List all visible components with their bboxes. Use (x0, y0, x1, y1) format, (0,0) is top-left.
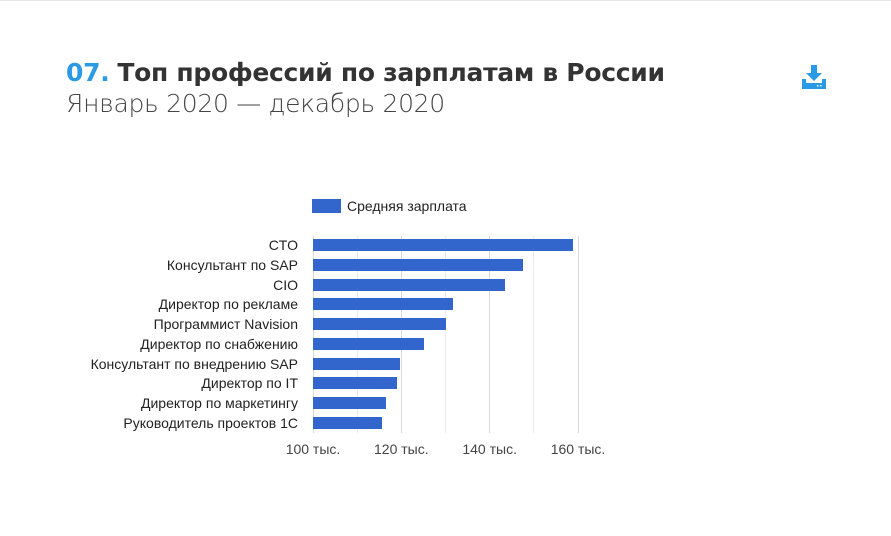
category-label: Консультант по SAP (166, 256, 298, 273)
chart-title-text: Топ профессий по зарплатам в России (117, 58, 665, 87)
bar[interactable] (313, 377, 397, 390)
category-label: CIO (273, 276, 298, 293)
x-tick-label: 100 тыс. (285, 441, 341, 457)
bar[interactable] (313, 416, 382, 429)
x-tick-label: 140 тыс. (462, 441, 517, 457)
category-label: Директор по маркетингу (140, 395, 298, 411)
x-tick-label: 120 тыс. (374, 441, 429, 457)
bar[interactable] (313, 258, 523, 271)
chart-number: 07. (66, 58, 110, 87)
chart-legend[interactable]: Средняя зарплата (312, 198, 467, 214)
gridline (445, 236, 446, 433)
gridline (400, 236, 402, 433)
category-label: CTO (268, 237, 298, 253)
bar[interactable] (313, 278, 505, 291)
download-button[interactable] (802, 65, 826, 89)
chart-header: 07. Топ профессий по зарплатам в России Я… (66, 58, 665, 118)
bar[interactable] (313, 298, 454, 311)
x-tick-label: 160 тыс. (550, 441, 606, 457)
chart-subtitle: Январь 2020 — декабрь 2020 (66, 89, 445, 118)
bar[interactable] (313, 239, 573, 251)
category-label: Программист Navision (153, 316, 298, 332)
category-label: Руководитель проектов 1С (123, 414, 298, 431)
top-border (0, 0, 891, 1)
legend-label: Средняя зарплата (347, 198, 467, 214)
gridline (489, 236, 491, 433)
category-label: Директор по IT (201, 375, 298, 392)
bar[interactable] (313, 357, 400, 370)
gridline (577, 236, 579, 433)
bar[interactable] (313, 337, 424, 350)
bar[interactable] (313, 318, 446, 330)
legend-swatch (312, 199, 341, 213)
chart-title: 07. Топ профессий по зарплатам в России (66, 58, 665, 87)
gridline (312, 236, 314, 433)
category-label: Консультант по внедрению SAP (90, 355, 298, 372)
category-label: Директор по снабжению (140, 335, 298, 352)
download-icon (802, 65, 826, 89)
gridline (533, 236, 535, 433)
category-label: Директор по рекламе (158, 296, 298, 313)
bar[interactable] (313, 397, 386, 409)
gridline (356, 236, 358, 433)
